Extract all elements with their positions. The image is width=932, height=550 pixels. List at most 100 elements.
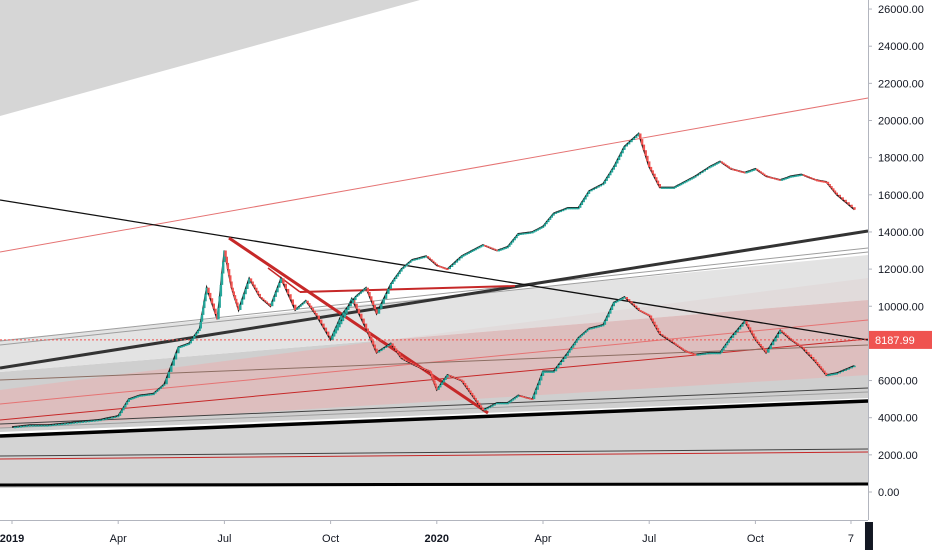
series1-candle: [16, 426, 20, 428]
series2-candle: [817, 180, 821, 182]
series1-candle: [713, 352, 716, 355]
series1-candle: [465, 385, 469, 388]
price-axis[interactable]: 0.002000.004000.006000.008000.0010000.00…: [868, 0, 932, 550]
series1-candle: [580, 334, 584, 337]
series1-candle: [242, 294, 246, 300]
series1-candle: [686, 351, 690, 353]
series1-candle: [55, 424, 58, 426]
series2-candle: [584, 196, 587, 200]
series1-candle: [267, 303, 270, 305]
time-axis[interactable]: 2019 Apr Jul Oct 2020 Apr Jul Oct 7: [0, 520, 932, 550]
series1-candle: [804, 349, 808, 353]
series1-candle: [428, 370, 431, 372]
series1-candle: [136, 396, 139, 398]
series2-candle: [580, 202, 584, 205]
series2-candle: [616, 160, 619, 164]
series2-candle: [705, 168, 709, 170]
series1-candle: [547, 371, 550, 373]
series1-candle: [360, 313, 363, 319]
series1-candle: [814, 359, 817, 362]
series1-candle: [462, 380, 465, 384]
series1-candle: [155, 390, 159, 392]
series2-candle: [632, 137, 636, 140]
time-tick-label: 2019: [0, 533, 24, 545]
series1-candle: [800, 345, 803, 348]
series2-candle: [748, 170, 752, 173]
series1-candle: [794, 342, 798, 344]
series1-candle: [469, 390, 472, 393]
series2-candle: [448, 266, 451, 270]
series1-candle: [458, 378, 461, 381]
series1-candle: [262, 298, 265, 300]
series1-candle: [78, 421, 81, 424]
series2-candle: [651, 170, 654, 174]
series1-candle: [49, 424, 52, 427]
series1-candle: [715, 352, 718, 355]
series2-candle: [607, 175, 610, 179]
price-series-1: [11, 250, 856, 429]
series1-candle: [306, 300, 309, 304]
series1-candle: [724, 345, 727, 348]
series1-candle: [592, 327, 595, 329]
series1-candle: [607, 313, 610, 318]
series2-candle: [532, 231, 536, 233]
series1-candle: [134, 396, 138, 399]
series2-candle: [486, 245, 489, 248]
series2-candle: [698, 173, 702, 175]
series2-candle: [610, 169, 614, 173]
series2-candle: [425, 256, 428, 258]
series1-candle: [692, 353, 695, 355]
series1-candle: [448, 375, 451, 377]
series1-candle: [561, 358, 565, 362]
series2-candle: [708, 166, 711, 169]
series1-candle: [202, 308, 205, 315]
series1-candle: [694, 353, 697, 356]
series1-candle: [506, 402, 509, 405]
series1-candle: [191, 338, 194, 341]
series2-candle: [357, 293, 361, 296]
series2-candle: [375, 309, 378, 314]
series2-candle: [769, 176, 772, 179]
series1-candle: [248, 278, 251, 284]
series2-candle: [674, 186, 677, 188]
series1-candle: [575, 340, 578, 343]
series1-candle: [789, 338, 792, 340]
price-tick-label: 22000.00: [878, 78, 924, 90]
drawing-channel-line-8: [0, 344, 869, 381]
series1-candle: [683, 349, 686, 352]
series2-candle: [838, 194, 841, 198]
series2-candle: [354, 297, 357, 301]
series1-candle: [167, 371, 171, 379]
series2-candle: [361, 290, 364, 293]
series1-candle: [632, 303, 636, 306]
series2-candle: [552, 213, 555, 216]
series1-candle: [389, 343, 392, 345]
series1-candle: [111, 417, 114, 419]
series1-candle: [31, 425, 34, 427]
series2-candle: [841, 197, 844, 200]
series1-candle: [796, 343, 800, 345]
series2-candle: [825, 181, 828, 183]
series2-candle: [597, 186, 600, 188]
series1-candle: [131, 397, 134, 400]
series1-candle: [502, 402, 506, 405]
series1-candle: [387, 344, 390, 347]
series1-candle: [426, 369, 429, 371]
series1-candle: [711, 352, 715, 355]
series1-candle: [260, 297, 263, 299]
series1-candle: [222, 262, 225, 274]
series1-candle: [476, 400, 479, 403]
drawing-upper-channel: [0, 255, 868, 372]
series2-candle: [359, 292, 362, 294]
series2-candle: [617, 156, 621, 161]
series1-candle: [491, 405, 494, 407]
series1-candle: [244, 288, 247, 295]
series2-candle: [692, 177, 695, 179]
series2-candle: [453, 262, 456, 265]
series2-candle: [344, 309, 348, 313]
series2-candle: [592, 188, 595, 191]
series2-candle: [570, 207, 573, 210]
series1-candle: [646, 313, 649, 316]
series1-candle: [649, 315, 653, 319]
